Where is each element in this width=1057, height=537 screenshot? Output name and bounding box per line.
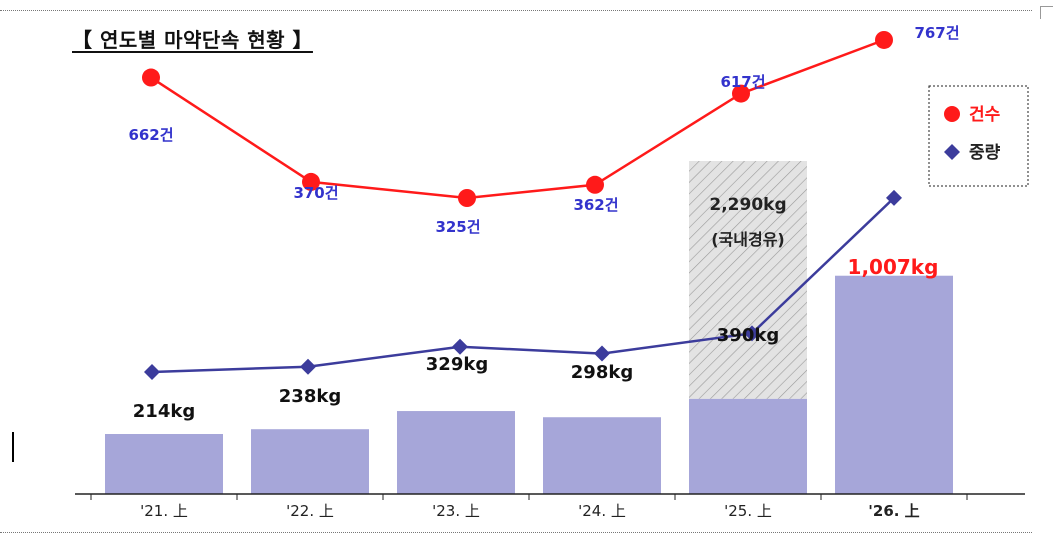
weight-point xyxy=(744,325,760,342)
weight-point xyxy=(886,189,902,206)
x-tick-label: '23. 上 xyxy=(432,502,480,520)
x-tick-label: '26. 上 xyxy=(868,502,919,520)
count-data-label: 767건 xyxy=(914,24,959,42)
count-point xyxy=(302,172,320,191)
count-data-label: 325건 xyxy=(435,218,480,236)
count-point xyxy=(732,84,750,103)
weight-bar xyxy=(105,434,223,494)
legend-label: 중량 xyxy=(969,143,1001,163)
weight-point xyxy=(144,364,160,380)
count-data-label: 362건 xyxy=(573,196,618,214)
weight-bar xyxy=(251,429,369,494)
count-data-label: 662건 xyxy=(128,126,173,144)
weight-point xyxy=(452,338,468,355)
weight-bar xyxy=(543,417,661,494)
count-point xyxy=(586,175,604,194)
x-tick-label: '24. 上 xyxy=(578,502,626,520)
weight-data-label: 329kg xyxy=(426,354,488,375)
bottom-dotted-border xyxy=(0,532,1032,533)
legend-box xyxy=(928,85,1029,187)
corner-mark xyxy=(1040,6,1053,19)
top-dotted-border xyxy=(0,10,1032,11)
x-tick-label: '22. 上 xyxy=(286,502,334,520)
legend-label: 건수 xyxy=(969,105,1001,125)
weight-bar xyxy=(835,275,953,494)
weight-data-label: 238kg xyxy=(279,386,341,407)
weight-bar xyxy=(397,411,515,494)
count-point xyxy=(875,30,893,49)
weight-data-label: 214kg xyxy=(133,401,195,422)
count-point xyxy=(142,68,160,87)
count-point xyxy=(458,189,476,207)
text-cursor xyxy=(12,432,14,462)
chart-title: 【 연도별 마약단속 현황 】 xyxy=(72,24,313,53)
highlight-data-label: 1,007kg xyxy=(848,255,939,279)
weight-data-label: 298kg xyxy=(571,362,633,383)
chart-title-text: 【 연도별 마약단속 현황 】 xyxy=(72,28,313,52)
weight-point xyxy=(300,358,316,375)
legend-circle-marker xyxy=(944,106,960,122)
x-tick-label: '21. 上 xyxy=(140,502,188,520)
weight-data-label: 390kg xyxy=(717,325,779,346)
weight-series-line xyxy=(151,197,895,374)
count-data-label: 617건 xyxy=(720,73,765,91)
count-data-label: 370건 xyxy=(293,184,338,202)
x-tick-label: '25. 上 xyxy=(724,502,772,520)
count-series-line xyxy=(150,38,885,200)
extra-bar-domestic-transit xyxy=(689,161,807,399)
legend-diamond-marker xyxy=(944,144,960,160)
extra-bar-note-label: (국내경유) xyxy=(711,230,785,249)
weight-bar xyxy=(689,398,807,494)
extra-bar-value-label: 2,290kg xyxy=(709,195,786,215)
weight-point xyxy=(594,345,610,362)
